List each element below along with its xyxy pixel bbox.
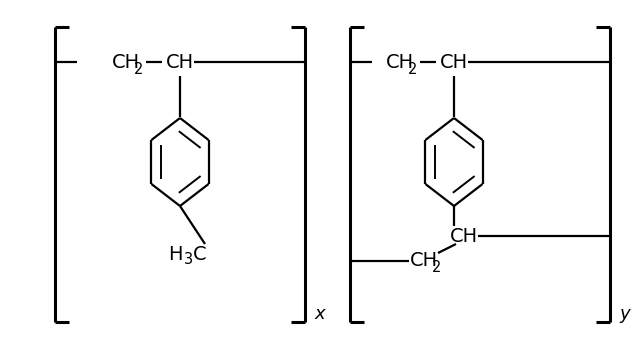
Text: C: C (193, 245, 207, 263)
Text: CH: CH (440, 52, 468, 71)
Text: y: y (620, 305, 630, 323)
Text: CH: CH (112, 52, 140, 71)
Text: CH: CH (450, 227, 478, 245)
Text: CH: CH (410, 252, 438, 271)
Text: 2: 2 (408, 61, 418, 76)
Text: 3: 3 (184, 252, 193, 266)
Text: CH: CH (386, 52, 414, 71)
Text: H: H (168, 245, 183, 263)
Text: 2: 2 (134, 61, 144, 76)
Text: 2: 2 (432, 261, 442, 276)
Text: CH: CH (166, 52, 194, 71)
Text: x: x (315, 305, 325, 323)
